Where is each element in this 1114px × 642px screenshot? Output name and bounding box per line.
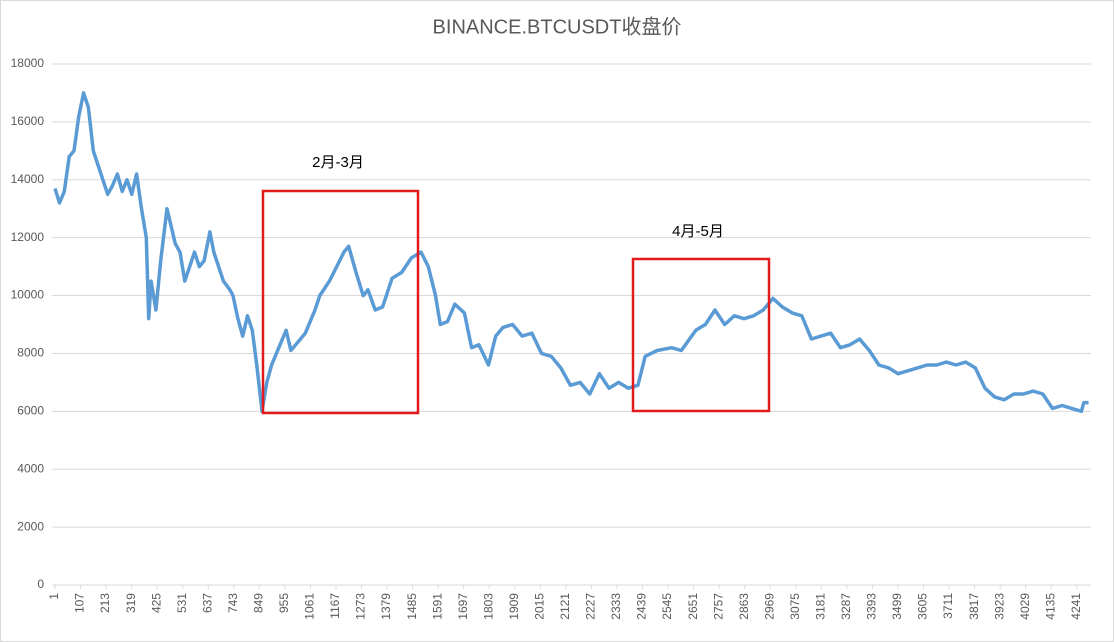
x-tick-label: 3075 bbox=[788, 593, 802, 620]
x-tick-label: 849 bbox=[251, 593, 265, 613]
x-tick-label: 2969 bbox=[762, 593, 776, 620]
highlight-box bbox=[261, 189, 420, 415]
x-tick-label: 2333 bbox=[609, 593, 623, 620]
x-tick-label: 2439 bbox=[635, 593, 649, 620]
x-tick-label: 4029 bbox=[1018, 593, 1032, 620]
y-tick-label: 8000 bbox=[17, 346, 44, 360]
y-tick-label: 18000 bbox=[11, 56, 45, 70]
x-tick-label: 107 bbox=[73, 593, 87, 613]
x-tick-label: 637 bbox=[200, 593, 214, 613]
x-tick-label: 2757 bbox=[711, 593, 725, 620]
y-tick-label: 4000 bbox=[17, 461, 44, 475]
x-tick-label: 955 bbox=[277, 593, 291, 613]
x-tick-label: 1061 bbox=[303, 593, 317, 620]
x-tick-label: 425 bbox=[149, 593, 163, 613]
x-tick-label: 3923 bbox=[992, 593, 1006, 620]
x-tick-label: 3817 bbox=[967, 593, 981, 620]
x-tick-label: 3605 bbox=[916, 593, 930, 620]
y-tick-label: 14000 bbox=[11, 172, 45, 186]
y-tick-label: 6000 bbox=[17, 404, 44, 418]
x-tick-label: 743 bbox=[226, 593, 240, 613]
x-tick-label: 531 bbox=[175, 593, 189, 613]
x-tick-label: 3499 bbox=[890, 593, 904, 620]
x-tick-label: 2651 bbox=[686, 593, 700, 620]
x-tick-label: 2545 bbox=[660, 593, 674, 620]
x-tick-label: 1379 bbox=[379, 593, 393, 620]
y-tick-label: 2000 bbox=[17, 519, 44, 533]
x-tick-label: 3393 bbox=[865, 593, 879, 620]
annotation: 4月-5月 bbox=[672, 223, 724, 240]
x-tick-label: 4241 bbox=[1069, 593, 1083, 620]
x-tick-label: 1485 bbox=[405, 593, 419, 620]
price-line bbox=[53, 91, 1089, 414]
x-tick-label: 1 bbox=[47, 593, 61, 600]
x-tick-label: 2863 bbox=[737, 593, 751, 620]
annotation: 2月-3月 bbox=[312, 154, 364, 171]
x-tick-label: 1591 bbox=[430, 593, 444, 620]
y-tick-label: 16000 bbox=[11, 114, 45, 128]
highlight-box bbox=[631, 257, 771, 413]
x-tick-label: 1273 bbox=[354, 593, 368, 620]
x-tick-label: 1803 bbox=[481, 593, 495, 620]
y-tick-label: 0 bbox=[37, 577, 44, 591]
x-tick-label: 4135 bbox=[1043, 593, 1057, 620]
x-tick-label: 1697 bbox=[456, 593, 470, 620]
x-tick-label: 2121 bbox=[558, 593, 572, 620]
y-tick-label: 12000 bbox=[11, 230, 45, 244]
chart-title: BINANCE.BTCUSDT收盘价 bbox=[433, 15, 682, 38]
x-tick-label: 2015 bbox=[532, 593, 546, 620]
x-tick-label: 3181 bbox=[813, 593, 827, 620]
plot-area: 0 2000 4000 6000 8000 10000 12000 14000 16000 180… bbox=[11, 56, 1091, 620]
x-tick-label: 1167 bbox=[328, 593, 342, 619]
y-tick-label: 10000 bbox=[11, 288, 45, 302]
x-tick-label: 319 bbox=[124, 593, 138, 613]
x-tick-label: 3287 bbox=[839, 593, 853, 620]
x-tick-label: 1909 bbox=[507, 593, 521, 620]
x-tick-label: 213 bbox=[98, 593, 112, 613]
x-tick-label: 3711 bbox=[941, 593, 955, 619]
x-tick-label: 2227 bbox=[584, 593, 598, 620]
